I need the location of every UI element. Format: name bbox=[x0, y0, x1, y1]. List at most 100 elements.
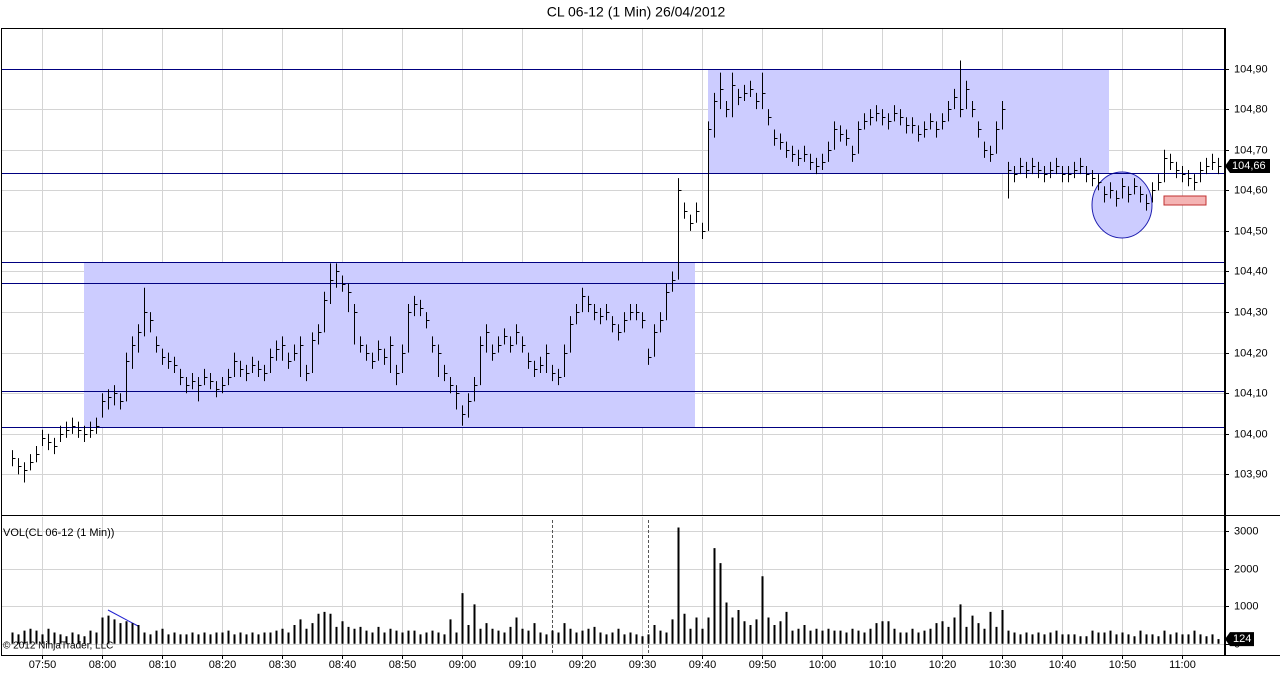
volume-bar bbox=[89, 630, 92, 644]
volume-bar bbox=[539, 632, 542, 644]
volume-bar bbox=[851, 628, 854, 644]
volume-bar bbox=[1109, 630, 1112, 644]
volume-bar bbox=[359, 626, 362, 644]
volume-bar bbox=[521, 628, 524, 644]
y-tick-label: 104,40 bbox=[1234, 265, 1268, 277]
volume-bar bbox=[59, 634, 62, 644]
volume-bar bbox=[1055, 630, 1058, 644]
volume-bar bbox=[221, 632, 224, 644]
volume-bar bbox=[143, 632, 146, 644]
volume-bar bbox=[1205, 636, 1208, 644]
volume-bar bbox=[893, 628, 896, 644]
volume-bar bbox=[1103, 632, 1106, 644]
volume-bar bbox=[341, 621, 344, 644]
volume-bar bbox=[701, 628, 704, 644]
y-tick-label: 104,00 bbox=[1234, 428, 1268, 440]
volume-bar bbox=[1211, 634, 1214, 644]
volume-bar bbox=[419, 634, 422, 644]
volume-bar bbox=[623, 634, 626, 644]
volume-bar bbox=[371, 632, 374, 644]
x-tick-label: 09:10 bbox=[509, 659, 537, 671]
volume-bar bbox=[1199, 634, 1202, 644]
volume-bar bbox=[605, 634, 608, 644]
volume-bar bbox=[185, 634, 188, 644]
volume-bar bbox=[635, 634, 638, 644]
volume-bar bbox=[557, 632, 560, 644]
volume-bar bbox=[755, 619, 758, 644]
volume-bar bbox=[677, 527, 680, 644]
volume-bar bbox=[29, 628, 32, 644]
volume-bar bbox=[611, 632, 614, 644]
volume-bar bbox=[515, 617, 518, 644]
volume-bar bbox=[1157, 636, 1160, 644]
volume-bar bbox=[65, 636, 68, 644]
y-tick-label: 103,90 bbox=[1234, 468, 1268, 480]
volume-bar bbox=[1079, 636, 1082, 644]
volume-bar bbox=[767, 617, 770, 644]
volume-bar bbox=[803, 625, 806, 644]
volume-bar bbox=[641, 636, 644, 644]
volume-bar bbox=[1043, 634, 1046, 644]
volume-bar bbox=[587, 628, 590, 644]
range-box bbox=[708, 69, 1109, 173]
volume-bar bbox=[935, 623, 938, 644]
volume-bar bbox=[1049, 632, 1052, 644]
volume-bar bbox=[347, 626, 350, 644]
volume-bar bbox=[1097, 632, 1100, 644]
volume-bar bbox=[563, 623, 566, 644]
volume-bar bbox=[1181, 634, 1184, 644]
volume-bar bbox=[881, 621, 884, 644]
volume-bar bbox=[887, 621, 890, 644]
volume-bar bbox=[1025, 632, 1028, 644]
volume-bar bbox=[821, 630, 824, 644]
volume-bar bbox=[131, 623, 134, 644]
y-tick-label: 3000 bbox=[1234, 525, 1258, 537]
volume-bar bbox=[989, 611, 992, 644]
volume-bar bbox=[617, 628, 620, 644]
x-tick-label: 08:20 bbox=[209, 659, 237, 671]
volume-bar bbox=[329, 613, 332, 644]
volume-bar bbox=[1139, 630, 1142, 644]
volume-bar bbox=[35, 630, 38, 644]
volume-bar bbox=[77, 634, 80, 644]
volume-bar bbox=[839, 630, 842, 644]
volume-bar bbox=[425, 632, 428, 644]
volume-bar bbox=[395, 630, 398, 644]
volume-bar bbox=[929, 628, 932, 644]
last-price-label: 104,66 bbox=[1232, 160, 1266, 172]
volume-bar bbox=[485, 623, 488, 644]
volume-bar bbox=[461, 593, 464, 644]
volume-bar bbox=[815, 628, 818, 644]
volume-bar bbox=[95, 632, 98, 644]
volume-bar bbox=[1127, 634, 1130, 644]
volume-bar bbox=[443, 634, 446, 644]
volume-bar bbox=[569, 628, 572, 644]
volume-bar bbox=[119, 623, 122, 644]
volume-bar bbox=[245, 634, 248, 644]
volume-bar bbox=[41, 634, 44, 644]
chart-title: CL 06-12 (1 Min) 26/04/2012 bbox=[547, 4, 726, 20]
volume-bar bbox=[1151, 634, 1154, 644]
volume-bar bbox=[743, 621, 746, 644]
volume-bar bbox=[581, 630, 584, 644]
volume-bar bbox=[941, 621, 944, 644]
y-tick-label: 104,50 bbox=[1234, 225, 1268, 237]
copyright: © 2012 NinjaTrader, LLC bbox=[3, 641, 113, 652]
volume-bar bbox=[317, 613, 320, 644]
volume-bar bbox=[479, 628, 482, 644]
volume-bar bbox=[1091, 630, 1094, 644]
volume-bar bbox=[1031, 634, 1034, 644]
volume-bar bbox=[389, 628, 392, 644]
volume-label: VOL(CL 06-12 (1 Min)) bbox=[3, 527, 114, 539]
volume-bar bbox=[53, 632, 56, 644]
x-tick-label: 07:50 bbox=[29, 659, 57, 671]
volume-bar bbox=[11, 632, 14, 644]
volume-bar bbox=[335, 626, 338, 644]
volume-bar bbox=[161, 628, 164, 644]
volume-bar bbox=[593, 626, 596, 644]
volume-bar bbox=[47, 628, 50, 644]
volume-bar bbox=[1217, 639, 1220, 644]
volume-bar bbox=[695, 617, 698, 644]
